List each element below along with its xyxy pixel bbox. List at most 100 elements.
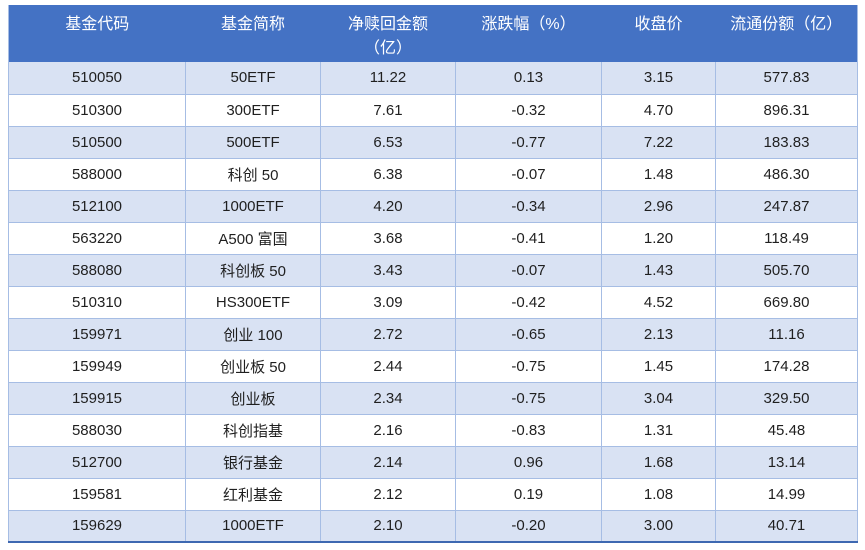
table-cell: 1.31 [601,413,716,447]
table-cell: 13.14 [715,445,858,479]
table-cell: 300ETF [185,93,321,127]
table-cell: 1000ETF [185,189,321,223]
table-row: 512700 银行基金 2.14 0.96 1.68 13.14 [8,445,858,479]
table-cell: 510500 [8,125,186,159]
table-cell: 科创 50 [185,157,321,191]
table-cell: 银行基金 [185,445,321,479]
table-cell: 6.53 [320,125,456,159]
table-row: 510500 500ETF 6.53 -0.77 7.22 183.83 [8,125,858,159]
table-cell: 1.08 [601,477,716,511]
column-header-fund-name: 基金简称 [185,5,321,62]
table-cell: 2.13 [601,317,716,351]
table-cell: 1.45 [601,349,716,383]
column-header-label: 净赎回金额 [347,16,428,33]
table-cell: 11.16 [715,317,858,351]
table-cell: -0.07 [455,157,602,191]
table-cell: 159581 [8,477,186,511]
table-cell: -0.77 [455,125,602,159]
table-cell: 510300 [8,93,186,127]
table-cell: 159971 [8,317,186,351]
table-cell: 0.96 [455,445,602,479]
column-header-sublabel: （亿） [363,40,412,57]
table-cell: 1.68 [601,445,716,479]
table-row: 510300 300ETF 7.61 -0.32 4.70 896.31 [8,93,858,127]
table-cell: 3.09 [320,285,456,319]
table-cell: 1.43 [601,253,716,287]
table-cell: 11.22 [320,62,456,95]
table-cell: 红利基金 [185,477,321,511]
column-header-change-pct: 涨跌幅（%） [455,5,602,62]
table-cell: 创业板 [185,381,321,415]
table-cell: 1.20 [601,221,716,255]
column-header-label: 涨跌幅（%） [481,16,576,33]
table-cell: -0.42 [455,285,602,319]
table-cell: 510050 [8,62,186,95]
table-cell: 159915 [8,381,186,415]
table-cell: 7.61 [320,93,456,127]
table-cell: -0.07 [455,253,602,287]
table-cell: 2.12 [320,477,456,511]
table-cell: 505.70 [715,253,858,287]
table-cell: 500ETF [185,125,321,159]
table-cell: 1.48 [601,157,716,191]
table-row: 510310 HS300ETF 3.09 -0.42 4.52 669.80 [8,285,858,319]
column-header-float-shares: 流通份额（亿） [715,5,858,62]
fund-flow-table-container: 基金代码 基金简称 净赎回金额 （亿） 涨跌幅（%） 收盘价 流通份额（亿） [8,5,858,543]
table-header: 基金代码 基金简称 净赎回金额 （亿） 涨跌幅（%） 收盘价 流通份额（亿） [8,5,858,62]
table-cell: 科创指基 [185,413,321,447]
table-cell: 7.22 [601,125,716,159]
table-body: 510050 50ETF 11.22 0.13 3.15 577.83 510300 300E… [8,62,858,543]
table-cell: 896.31 [715,93,858,127]
table-cell: 3.15 [601,62,716,95]
table-row: 588080 科创板 50 3.43 -0.07 1.43 505.70 [8,253,858,287]
table-cell: 14.99 [715,477,858,511]
table-row: 159581 红利基金 2.12 0.19 1.08 14.99 [8,477,858,511]
table-cell: 创业板 50 [185,349,321,383]
column-header-label: 基金代码 [65,16,130,33]
table-cell: 2.14 [320,445,456,479]
header-row: 基金代码 基金简称 净赎回金额 （亿） 涨跌幅（%） 收盘价 流通份额（亿） [8,5,858,62]
table-cell: 486.30 [715,157,858,191]
table-cell: 3.04 [601,381,716,415]
table-cell: 4.20 [320,189,456,223]
table-cell: 3.68 [320,221,456,255]
table-cell: A500 富国 [185,221,321,255]
table-cell: -0.32 [455,93,602,127]
table-cell: 0.19 [455,477,602,511]
table-row: 588000 科创 50 6.38 -0.07 1.48 486.30 [8,157,858,191]
table-row: 159629 1000ETF 2.10 -0.20 3.00 40.71 [8,509,858,543]
table-cell: 4.52 [601,285,716,319]
table-cell: 563220 [8,221,186,255]
table-cell: 科创板 50 [185,253,321,287]
column-header-close-price: 收盘价 [601,5,716,62]
table-cell: 510310 [8,285,186,319]
table-cell: 159629 [8,509,186,543]
table-row: 159971 创业 100 2.72 -0.65 2.13 11.16 [8,317,858,351]
table-cell: -0.83 [455,413,602,447]
table-cell: 669.80 [715,285,858,319]
table-cell: -0.20 [455,509,602,543]
table-cell: 577.83 [715,62,858,95]
table-cell: -0.75 [455,349,602,383]
table-row: 159949 创业板 50 2.44 -0.75 1.45 174.28 [8,349,858,383]
table-cell: -0.41 [455,221,602,255]
table-cell: 3.00 [601,509,716,543]
table-cell: 6.38 [320,157,456,191]
table-cell: 2.44 [320,349,456,383]
table-cell: -0.34 [455,189,602,223]
table-cell: 2.34 [320,381,456,415]
column-header-fund-code: 基金代码 [8,5,186,62]
table-cell: 2.10 [320,509,456,543]
table-cell: 159949 [8,349,186,383]
table-cell: HS300ETF [185,285,321,319]
table-cell: 174.28 [715,349,858,383]
table-cell: 588030 [8,413,186,447]
table-cell: 1000ETF [185,509,321,543]
table-cell: 118.49 [715,221,858,255]
table-cell: 329.50 [715,381,858,415]
table-row: 512100 1000ETF 4.20 -0.34 2.96 247.87 [8,189,858,223]
table-cell: 50ETF [185,62,321,95]
table-cell: 183.83 [715,125,858,159]
column-header-label: 基金简称 [220,16,285,33]
table-cell: 2.16 [320,413,456,447]
